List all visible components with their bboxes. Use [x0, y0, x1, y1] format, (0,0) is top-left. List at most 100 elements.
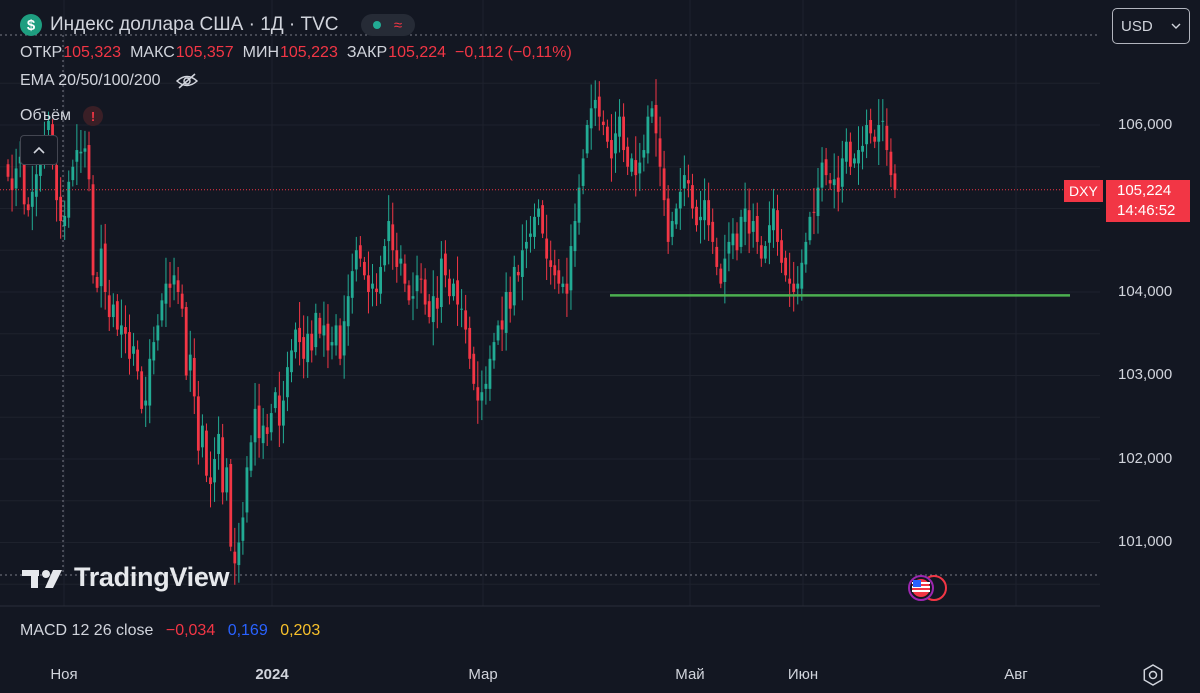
candle-body	[840, 158, 844, 187]
settings-gear-icon[interactable]	[1142, 664, 1164, 686]
candle-body	[435, 297, 439, 309]
candle-body	[857, 150, 860, 164]
currency-value: USD	[1121, 17, 1153, 35]
macd-label[interactable]: MACD 12 26 close	[20, 622, 154, 639]
time-axis-label: 2024	[255, 666, 289, 683]
low-label: МИН	[242, 44, 279, 61]
candle-body	[614, 133, 617, 154]
candle-body	[691, 185, 694, 209]
chevron-up-icon	[33, 146, 45, 154]
candle-body	[869, 119, 873, 134]
candle-body	[731, 233, 735, 246]
candle-body	[107, 295, 111, 318]
candle-body	[816, 187, 820, 217]
volume-label[interactable]: Объём	[20, 107, 71, 124]
candle-body	[290, 350, 293, 373]
candle-body	[464, 310, 468, 330]
volume-indicator[interactable]: Объём !	[20, 106, 103, 126]
candle-body	[192, 357, 196, 397]
candle-body	[63, 216, 67, 227]
candle-body	[350, 271, 354, 298]
candle-body	[6, 164, 10, 177]
candle-body	[253, 408, 257, 443]
collapse-legend-button[interactable]	[20, 135, 58, 165]
price-scale-label: 101,000	[1118, 533, 1173, 550]
price-scale-label: 106,000	[1118, 116, 1173, 133]
candle-body	[444, 253, 447, 276]
candle-body	[460, 308, 463, 310]
candle-body	[654, 104, 658, 134]
candle-body	[836, 177, 840, 192]
candle-body	[650, 108, 654, 117]
price-scale-label: 104,000	[1118, 283, 1173, 300]
candle-body	[91, 184, 95, 276]
candle-body	[363, 261, 366, 276]
symbol-header[interactable]: $ Индекс доллара США · 1Д · TVC ≈	[20, 12, 415, 38]
candle-body	[448, 278, 451, 297]
wave-icon: ≈	[393, 16, 403, 34]
ohlc-legend: ОТКР 105,323 МАКС 105,357 МИН 105,223 ЗА…	[20, 44, 581, 62]
candle-body	[755, 216, 759, 242]
candle-body	[237, 542, 241, 566]
candle-body	[407, 285, 411, 301]
candle-body	[30, 191, 34, 207]
time-axis-label: Мар	[468, 666, 498, 683]
market-status[interactable]: ≈	[360, 14, 415, 36]
candle-body	[188, 354, 192, 371]
candle-body	[719, 268, 723, 284]
ema-label[interactable]: EMA 20/50/100/200	[20, 72, 161, 89]
candle-body	[589, 108, 593, 129]
symbol-price-tag: DXY	[1064, 180, 1103, 202]
candle-body	[492, 342, 496, 361]
candle-body	[334, 325, 338, 346]
candle-body	[630, 158, 634, 172]
macd-legend[interactable]: MACD 12 26 close −0,034 0,169 0,203	[20, 622, 320, 640]
candle-body	[893, 173, 897, 190]
us-flag-events-icon[interactable]	[904, 574, 948, 602]
candle-body	[229, 464, 233, 547]
candle-body	[87, 145, 91, 180]
candle-body	[780, 240, 783, 263]
candle-body	[176, 280, 180, 292]
chevron-down-icon	[1171, 23, 1181, 29]
candle-body	[545, 238, 549, 259]
currency-select[interactable]: USD	[1112, 8, 1190, 44]
ema-indicator[interactable]: EMA 20/50/100/200	[20, 72, 199, 90]
market-open-icon	[372, 21, 381, 29]
candle-body	[666, 198, 670, 242]
eye-hidden-icon[interactable]	[175, 72, 199, 90]
candle-body	[606, 126, 609, 142]
last-price-value: 105,224	[1117, 182, 1172, 199]
symbol-title[interactable]: Индекс доллара США · 1Д · TVC	[50, 14, 339, 35]
candle-body	[662, 168, 666, 201]
candle-body	[387, 221, 391, 242]
close-value: 105,224	[388, 44, 447, 61]
candle-body	[310, 333, 314, 351]
candle-body	[865, 125, 868, 145]
candle-body	[269, 413, 273, 433]
warning-icon[interactable]: !	[82, 106, 103, 126]
candle-body	[687, 180, 690, 184]
candle-body	[804, 241, 808, 265]
candle-body	[601, 121, 605, 125]
candle-body	[751, 221, 755, 232]
candle-body	[156, 325, 160, 341]
candle-body	[168, 283, 172, 288]
candle-body	[326, 323, 330, 351]
price-scale-label: 103,000	[1118, 366, 1173, 383]
candle-body	[763, 246, 767, 259]
candle-body	[877, 125, 881, 142]
last-price-tag: 105,224 14:46:52	[1106, 180, 1190, 222]
candle-body	[881, 120, 885, 122]
candle-body	[549, 260, 553, 267]
tradingview-logo[interactable]: TradingView	[22, 562, 230, 593]
candle-body	[484, 383, 488, 389]
candle-body	[338, 325, 342, 359]
candle-body	[261, 425, 265, 444]
candle-body	[379, 266, 382, 294]
candle-body	[346, 296, 350, 327]
candle-body	[367, 275, 370, 292]
candle-body	[115, 301, 119, 330]
candle-body	[342, 321, 346, 356]
